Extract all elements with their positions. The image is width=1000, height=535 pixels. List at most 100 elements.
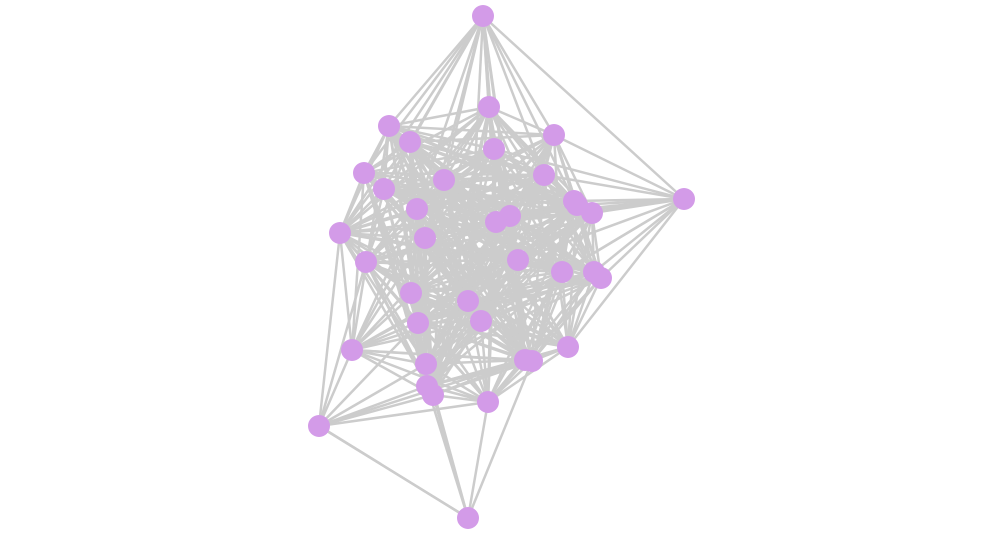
graph-node bbox=[433, 169, 455, 191]
graph-node bbox=[507, 249, 529, 271]
graph-node bbox=[457, 290, 479, 312]
graph-edge bbox=[365, 260, 469, 303]
nodes-layer bbox=[308, 5, 695, 529]
graph-edge bbox=[543, 173, 685, 201]
graph-node bbox=[329, 222, 351, 244]
graph-edge bbox=[365, 258, 519, 264]
graph-edge bbox=[351, 348, 489, 404]
graph-edge bbox=[493, 147, 685, 201]
graph-node bbox=[406, 198, 428, 220]
graph-node bbox=[399, 131, 421, 153]
graph-node bbox=[341, 339, 363, 361]
graph-node bbox=[355, 251, 377, 273]
graph-edge bbox=[466, 15, 485, 302]
graph-edge bbox=[481, 15, 576, 202]
graph-node bbox=[551, 261, 573, 283]
graph-edge bbox=[388, 105, 490, 128]
graph-edge bbox=[431, 300, 470, 396]
graph-edge bbox=[318, 362, 427, 428]
graph-edge bbox=[416, 207, 497, 224]
graph-edge bbox=[415, 15, 485, 210]
graph-edge bbox=[317, 261, 368, 427]
graph-node bbox=[407, 312, 429, 334]
graph-edge bbox=[425, 320, 482, 365]
graph-edge bbox=[317, 349, 354, 427]
graph-edge bbox=[339, 207, 418, 235]
graph-node bbox=[400, 282, 422, 304]
graph-node bbox=[308, 415, 330, 437]
graph-edge bbox=[423, 15, 485, 239]
graph-node bbox=[414, 227, 436, 249]
graph-edge bbox=[350, 208, 419, 351]
graph-edge bbox=[363, 15, 484, 174]
graph-node bbox=[353, 162, 375, 184]
graph-edge bbox=[382, 15, 485, 190]
graph-edge bbox=[486, 271, 564, 403]
graph-edge bbox=[339, 203, 578, 235]
graph-edge bbox=[566, 277, 603, 348]
graph-edge bbox=[318, 424, 469, 520]
graph-edge bbox=[416, 237, 427, 324]
graph-edge bbox=[425, 300, 470, 387]
graph-edge bbox=[481, 15, 556, 136]
graph-node bbox=[373, 178, 395, 200]
graph-edge bbox=[365, 260, 563, 274]
graph-node bbox=[590, 267, 612, 289]
graph-edge bbox=[351, 348, 533, 363]
graph-node bbox=[483, 138, 505, 160]
graph-edge bbox=[417, 321, 569, 349]
graph-edge bbox=[593, 198, 685, 273]
graph-edge bbox=[567, 198, 685, 348]
graph-node bbox=[557, 336, 579, 358]
graph-edge bbox=[339, 231, 426, 240]
graph-edge bbox=[318, 400, 489, 428]
graph-node bbox=[378, 115, 400, 137]
graph-node bbox=[543, 124, 565, 146]
graph-edge bbox=[410, 270, 563, 295]
graph-node bbox=[477, 391, 499, 413]
graph-node bbox=[485, 211, 507, 233]
graph-edge bbox=[350, 237, 427, 351]
graph-edge bbox=[516, 259, 527, 361]
graph-edge bbox=[481, 15, 498, 223]
graph-node bbox=[521, 350, 543, 372]
graph-edge bbox=[425, 358, 526, 366]
graph-edge bbox=[338, 232, 354, 351]
graph-node bbox=[457, 507, 479, 529]
graph-edge bbox=[318, 322, 419, 427]
graph-edge bbox=[432, 359, 533, 397]
graph-edge bbox=[517, 197, 685, 262]
graph-node bbox=[478, 96, 500, 118]
graph-edge bbox=[466, 360, 534, 519]
graph-edge bbox=[600, 198, 685, 279]
graph-edge bbox=[466, 401, 490, 519]
graph-edge bbox=[317, 232, 342, 427]
graph-node bbox=[422, 384, 444, 406]
graph-node bbox=[673, 188, 695, 210]
graph-edge bbox=[480, 319, 569, 349]
graph-node bbox=[415, 353, 437, 375]
graph-edge bbox=[338, 15, 485, 234]
graph-edge bbox=[553, 133, 685, 201]
graph-edge bbox=[487, 345, 569, 404]
graph-edge bbox=[482, 15, 685, 200]
graph-edge bbox=[388, 124, 555, 137]
graph-edge bbox=[410, 258, 519, 295]
graph-edge bbox=[351, 348, 427, 366]
graph-edge bbox=[364, 261, 428, 365]
graph-edge bbox=[351, 319, 482, 352]
graph-node bbox=[472, 5, 494, 27]
graph-edge bbox=[480, 276, 602, 323]
graph-edge bbox=[417, 321, 533, 363]
graph-edge bbox=[480, 197, 685, 323]
graph-edge bbox=[481, 15, 546, 176]
graph-edge bbox=[351, 258, 519, 352]
graph-edge bbox=[388, 15, 484, 127]
graph-node bbox=[533, 164, 555, 186]
graph-edge bbox=[467, 299, 569, 349]
graph-node bbox=[470, 310, 492, 332]
graph-node bbox=[581, 202, 603, 224]
graph-edge bbox=[363, 147, 495, 175]
graph-edge bbox=[410, 276, 602, 295]
